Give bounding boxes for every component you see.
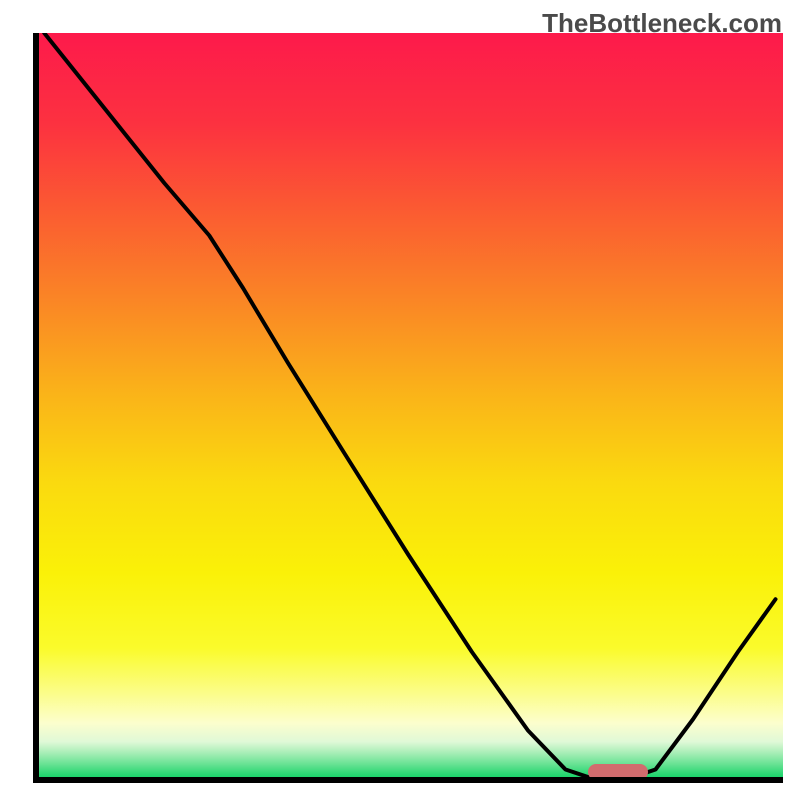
watermark-text: TheBottleneck.com xyxy=(542,8,782,39)
chart-container: TheBottleneck.com xyxy=(0,0,800,800)
line-chart-svg xyxy=(33,33,783,783)
x-axis xyxy=(33,777,783,783)
y-axis xyxy=(33,33,39,783)
chart-line xyxy=(44,33,775,777)
